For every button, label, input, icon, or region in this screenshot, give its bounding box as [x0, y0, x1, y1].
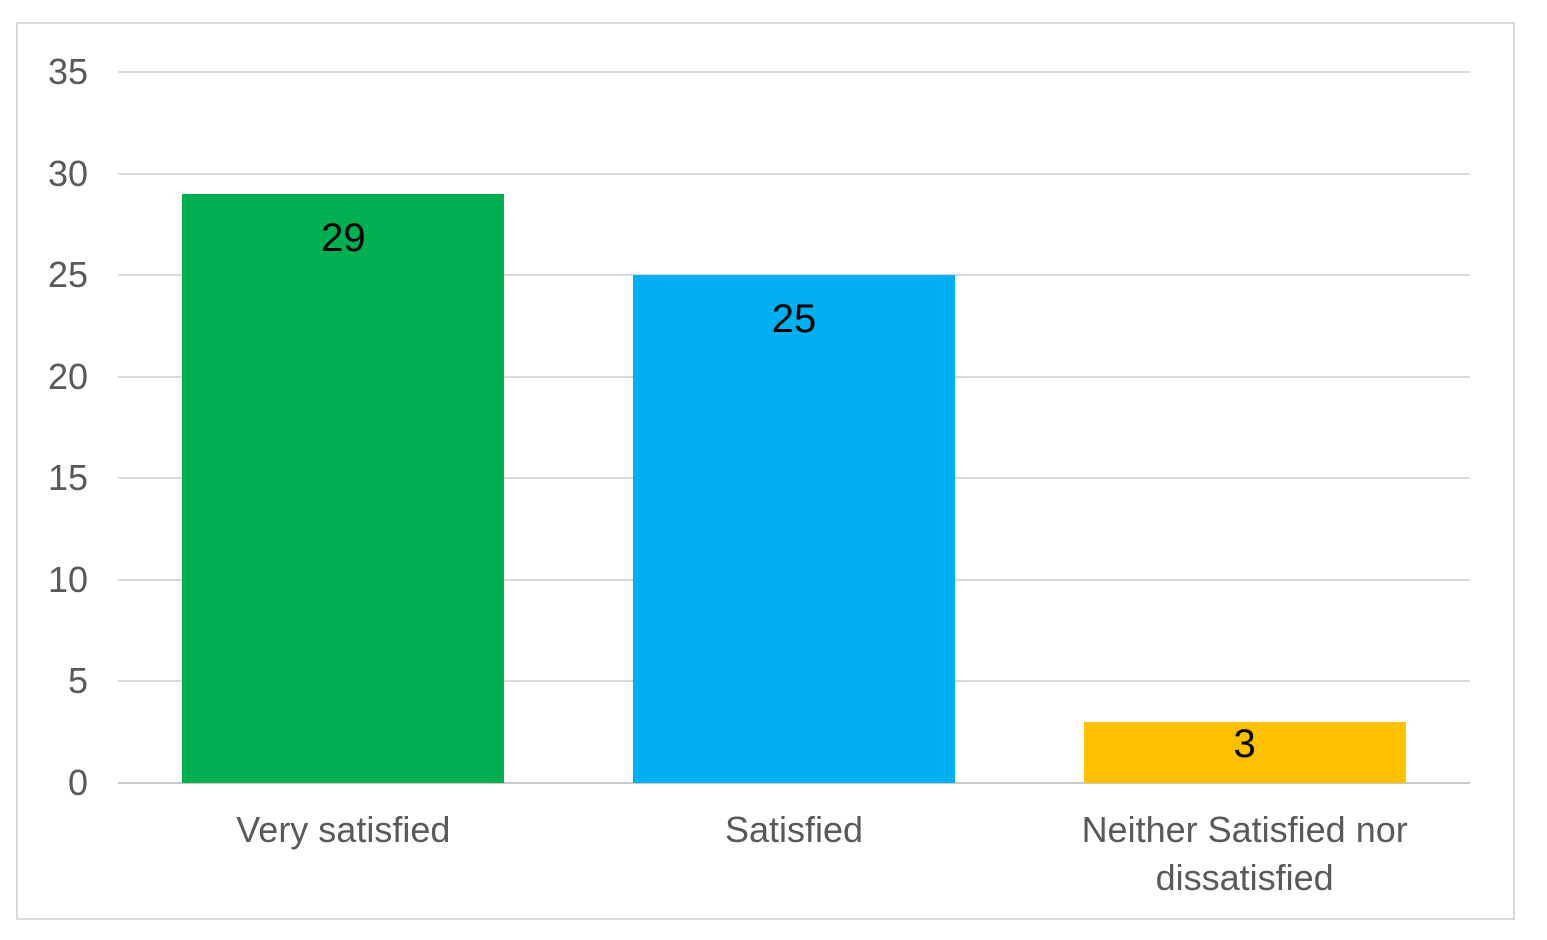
- bar-2: 3: [1083, 722, 1406, 783]
- category-label: Satisfied: [724, 809, 864, 850]
- y-tick-label: 10: [47, 558, 88, 600]
- chart-frame: 0 5 10 15 20 25 30 35 29 Very satisfied 25 Satisfie…: [16, 22, 1515, 920]
- gridline: [118, 172, 1470, 175]
- bar-data-label: 25: [771, 297, 817, 342]
- y-tick-label: 20: [47, 355, 88, 397]
- y-tick-label: 30: [47, 152, 88, 194]
- gridline: [118, 71, 1470, 73]
- x-axis-line: [118, 782, 1470, 784]
- bar-1: 25: [633, 275, 955, 783]
- category-label: Neither Satisfied nor dissatisfied: [1081, 809, 1408, 898]
- bar-0: 29: [182, 193, 505, 783]
- bar-data-label: 29: [321, 215, 366, 260]
- y-tick-label: 0: [67, 762, 88, 803]
- y-tick-label: 25: [47, 254, 88, 296]
- y-tick-label: 5: [67, 660, 88, 702]
- bar-data-label: 3: [1233, 722, 1256, 767]
- y-tick-label: 15: [47, 457, 88, 499]
- y-tick-label: 35: [47, 51, 88, 92]
- category-label: Very satisfied: [236, 809, 451, 850]
